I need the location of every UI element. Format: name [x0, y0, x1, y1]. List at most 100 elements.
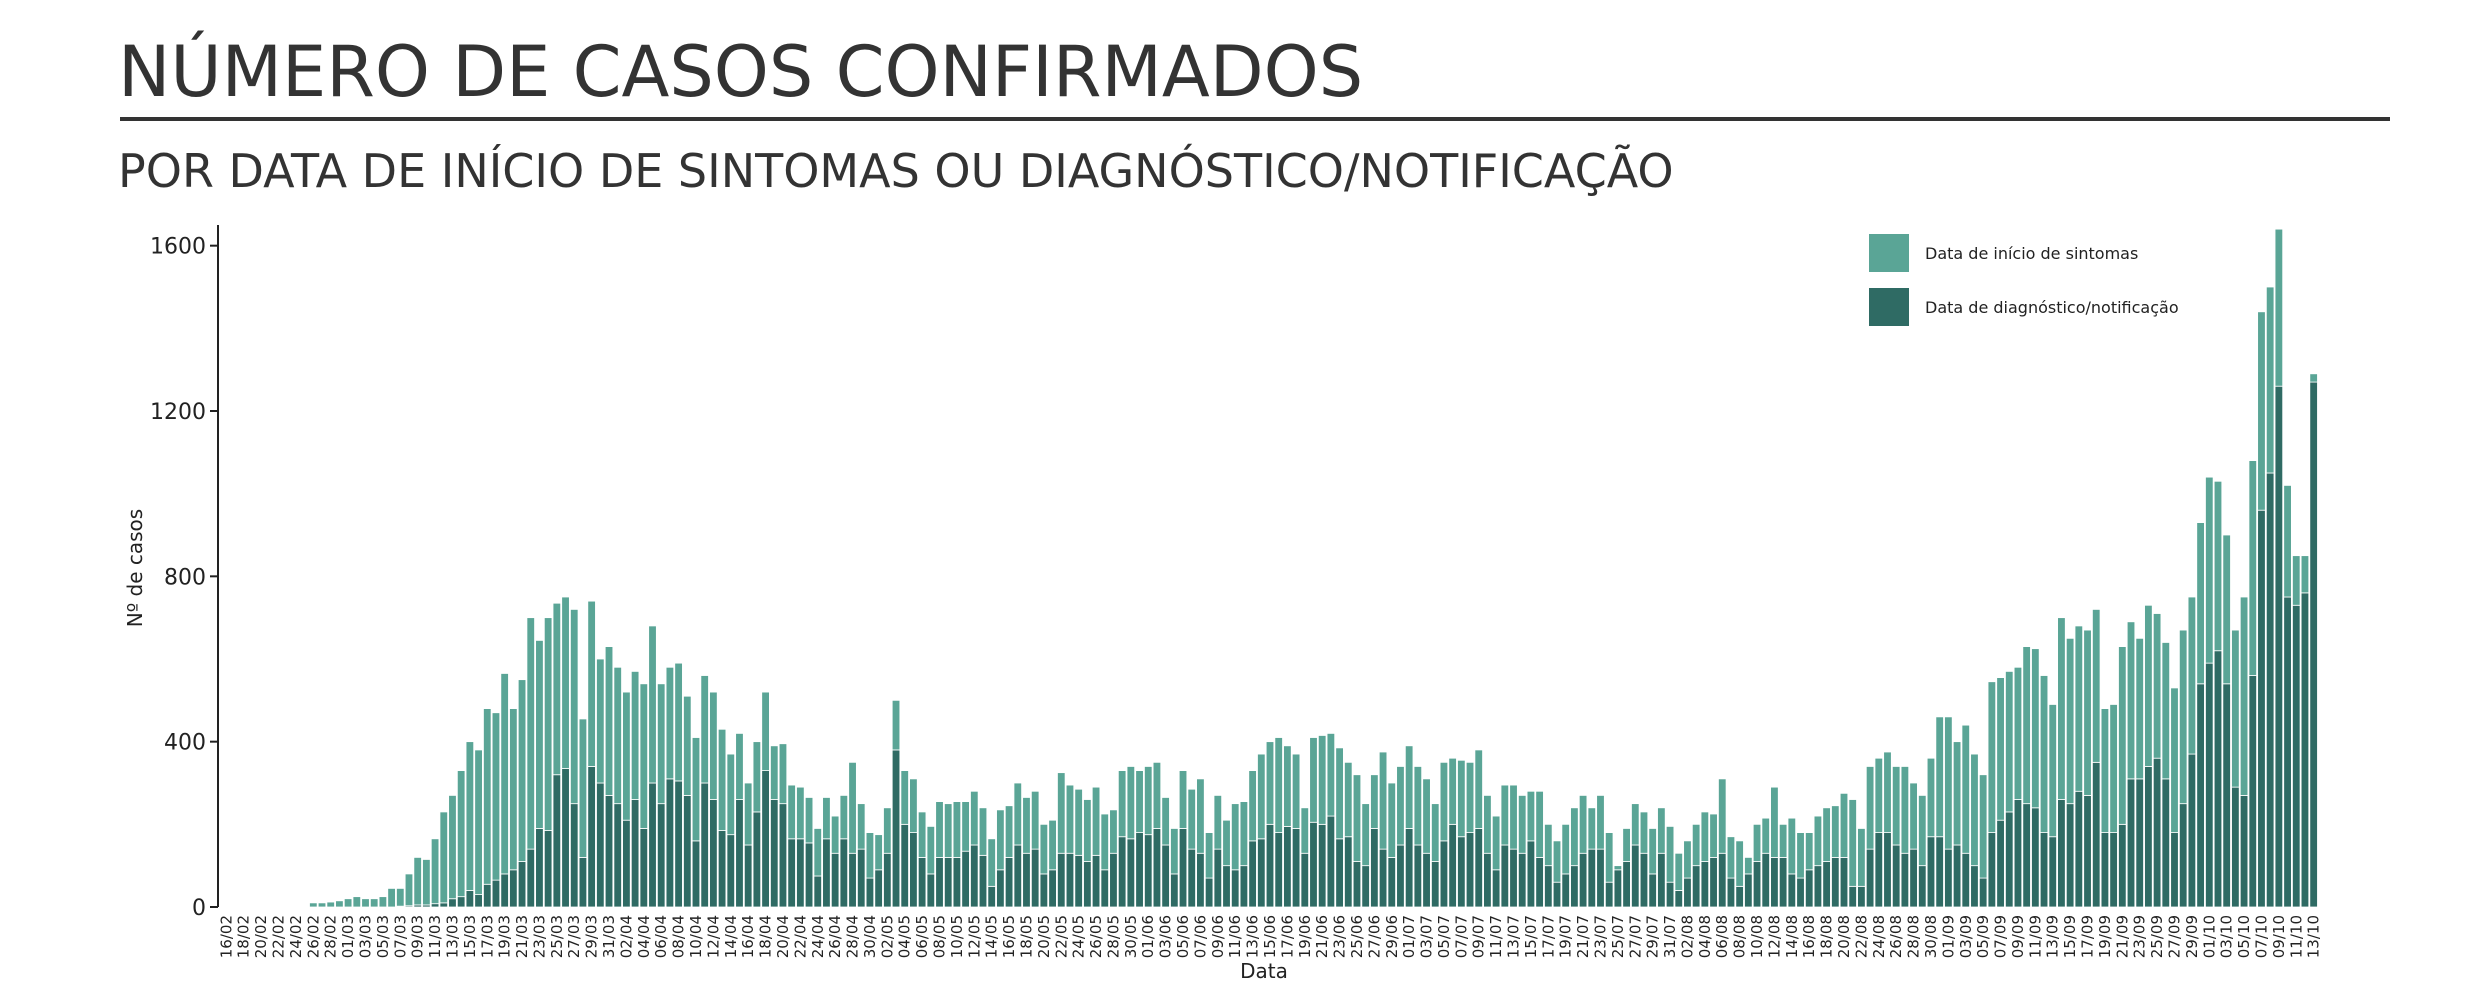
- bar: [1744, 857, 1753, 875]
- bar: [369, 898, 379, 908]
- bar: [822, 838, 831, 908]
- bar: [691, 737, 701, 842]
- bar: [909, 778, 918, 833]
- bar: [2213, 480, 2223, 652]
- bar: [517, 861, 527, 908]
- bar: [1248, 770, 1257, 842]
- x-tick-label: 06/05: [913, 915, 931, 958]
- bar: [2048, 704, 2057, 838]
- bar: [1578, 795, 1588, 854]
- bar: [1831, 857, 1840, 908]
- bar: [1935, 716, 1944, 838]
- x-tick-label: 14/04: [722, 915, 740, 958]
- bar: [1796, 832, 1805, 879]
- bar: [726, 834, 736, 908]
- bar: [1735, 840, 1744, 887]
- bar: [1326, 733, 1336, 817]
- bar: [1283, 745, 1292, 827]
- bar: [970, 790, 979, 846]
- bar: [1752, 861, 1762, 908]
- bar: [491, 712, 501, 881]
- bar: [1961, 852, 1970, 908]
- bar: [552, 602, 562, 776]
- bar: [500, 873, 509, 908]
- bar: [804, 797, 814, 844]
- x-tick-label: 01/10: [2200, 915, 2218, 958]
- bar: [1404, 745, 1414, 829]
- bar: [1300, 852, 1310, 908]
- bar: [2248, 460, 2257, 676]
- x-tick-label: 21/06: [1313, 915, 1331, 958]
- bar: [2196, 683, 2205, 908]
- bar: [1526, 790, 1536, 842]
- y-tick-label: 1600: [150, 235, 206, 260]
- x-tick-label: 29/09: [2183, 915, 2201, 958]
- bar: [1622, 861, 1631, 908]
- bar: [1639, 852, 1649, 908]
- bar: [709, 799, 718, 908]
- x-tick-label: 25/07: [1609, 915, 1627, 958]
- x-tick-label: 02/08: [1678, 915, 1696, 958]
- x-tick-label: 22/08: [1852, 915, 1870, 958]
- bar: [1152, 828, 1162, 908]
- bar: [2126, 621, 2136, 780]
- bar: [1161, 797, 1170, 846]
- bar: [2274, 228, 2284, 387]
- bar: [1065, 852, 1075, 908]
- bar: [1135, 832, 1144, 908]
- bar: [2091, 609, 2101, 763]
- x-tick-label: 29/06: [1383, 915, 1401, 958]
- bar: [1648, 873, 1657, 908]
- bar: [735, 799, 744, 908]
- x-tick-label: 19/07: [1557, 915, 1575, 958]
- bar: [430, 838, 440, 905]
- bar: [1891, 766, 1901, 846]
- bar: [865, 832, 875, 879]
- bar: [770, 799, 779, 908]
- x-tick-label: 13/09: [2044, 915, 2062, 958]
- x-tick-label: 25/06: [1348, 915, 1366, 958]
- bar: [1204, 877, 1214, 908]
- bar: [2265, 286, 2275, 474]
- x-tick-label: 29/03: [583, 915, 601, 958]
- bar: [1813, 865, 1823, 908]
- bar: [1987, 681, 1997, 834]
- bar: [1161, 844, 1170, 908]
- bar: [639, 683, 649, 829]
- bar: [709, 691, 718, 800]
- x-tick-label: 15/03: [461, 915, 479, 958]
- bar: [857, 848, 866, 908]
- bar: [1491, 869, 1501, 908]
- bar: [1030, 848, 1040, 908]
- bar: [674, 662, 683, 782]
- bar: [1048, 819, 1057, 871]
- bar: [2074, 625, 2084, 792]
- bar: [735, 733, 744, 800]
- bar: [1378, 751, 1388, 850]
- x-tick-label: 08/04: [670, 915, 688, 958]
- bar: [1291, 753, 1301, 829]
- bar: [813, 875, 822, 908]
- bar: [1117, 836, 1127, 908]
- bar: [935, 857, 944, 908]
- x-tick-label: 18/04: [757, 915, 775, 958]
- x-tick-label: 07/10: [2252, 915, 2270, 958]
- bar: [1970, 865, 1979, 908]
- bar: [630, 671, 640, 800]
- bar: [2074, 790, 2084, 908]
- legend-swatch: [1869, 234, 1909, 272]
- bar: [483, 708, 492, 885]
- bar: [1683, 840, 1692, 879]
- bar: [857, 803, 866, 850]
- bar: [543, 617, 553, 831]
- bar: [1544, 865, 1553, 908]
- bar: [683, 695, 692, 796]
- bar: [543, 830, 553, 908]
- legend-swatch: [1869, 288, 1909, 326]
- bar: [1622, 828, 1631, 862]
- bar: [1978, 774, 1988, 879]
- bar: [1439, 840, 1449, 908]
- x-tick-label: 22/02: [270, 915, 288, 958]
- bar: [1213, 848, 1223, 908]
- bar: [996, 869, 1005, 908]
